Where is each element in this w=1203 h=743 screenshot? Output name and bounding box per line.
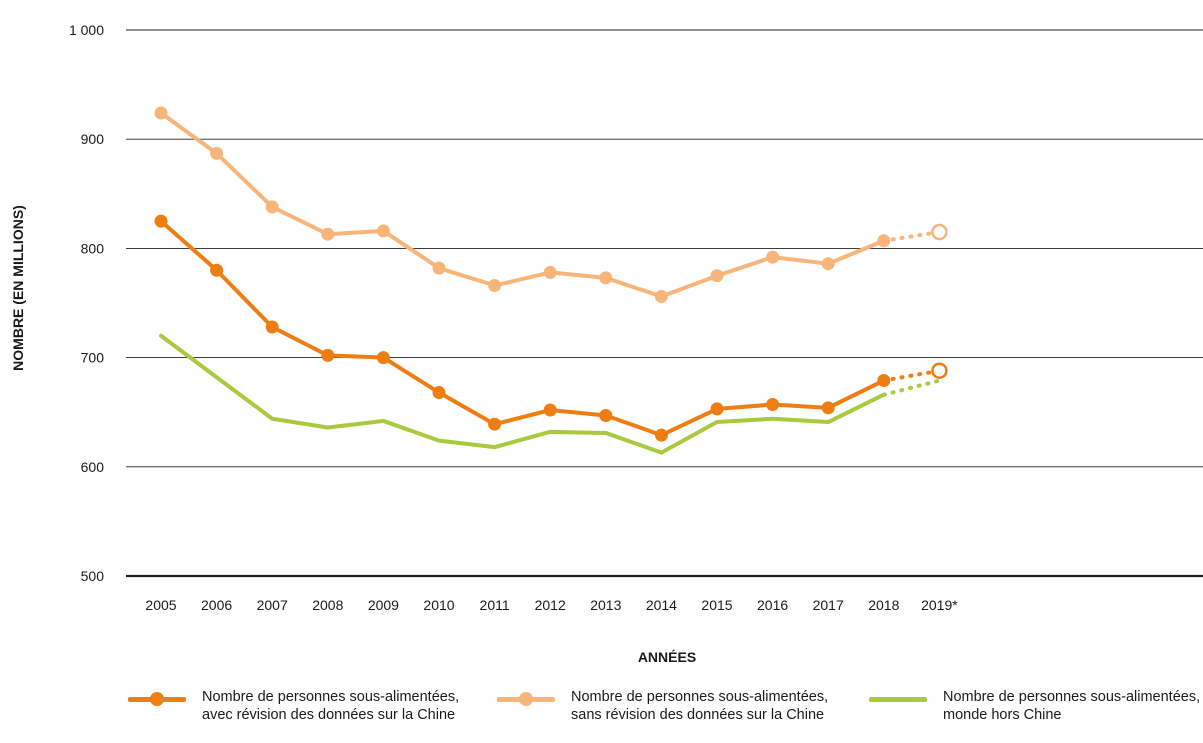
data-point (265, 320, 279, 334)
legend-swatch-hors-chine (869, 689, 927, 709)
data-point (821, 257, 835, 271)
data-point (654, 289, 668, 303)
legend-label-hors-chine: Nombre de personnes sous-alimentées, mon… (943, 688, 1200, 724)
x-tick-label: 2007 (257, 597, 288, 613)
y-tick-label: 500 (81, 568, 105, 584)
data-point (599, 271, 613, 285)
data-point (376, 224, 390, 238)
y-tick-label: 700 (81, 350, 105, 366)
legend-swatch-sans-revision (497, 689, 555, 709)
legend-item-avec-revision: Nombre de personnes sous-alimentées, ave… (128, 688, 459, 724)
x-tick-label: 2018 (868, 597, 899, 613)
data-point (543, 265, 557, 279)
legend-item-hors-chine: Nombre de personnes sous-alimentées, mon… (869, 688, 1200, 724)
x-tick-label: 2016 (757, 597, 788, 613)
data-point (321, 227, 335, 241)
data-point (710, 402, 724, 416)
x-tick-label: 2006 (201, 597, 232, 613)
projection-line (881, 378, 942, 397)
x-tick-label: 2015 (701, 597, 732, 613)
series-line (159, 110, 886, 299)
legend-label-line-2: sans révision des données sur la Chine (571, 707, 825, 723)
x-tick-label: 2013 (590, 597, 621, 613)
legend-label-line-2: monde hors Chine (943, 707, 1062, 723)
x-tick-label: 2010 (423, 597, 454, 613)
data-point (488, 279, 502, 293)
data-point (877, 234, 891, 248)
projected-data-point (931, 223, 948, 241)
data-point (432, 386, 446, 400)
series-line (159, 333, 886, 455)
data-point (210, 263, 224, 277)
x-tick-labels: 2005 2006 2007 2008 2009 2010 2011 2012 2013 2014… (145, 597, 958, 613)
x-tick-label: 2019* (921, 597, 958, 613)
data-point (376, 351, 390, 365)
data-point (766, 250, 780, 264)
legend-item-sans-revision: Nombre de personnes sous-alimentées, san… (497, 688, 828, 724)
data-point (488, 417, 502, 431)
legend-label-line-1: Nombre de personnes sous-alimentées, (943, 689, 1201, 705)
series-group (154, 106, 948, 455)
legend-label-sans-revision: Nombre de personnes sous-alimentées, san… (571, 688, 828, 724)
y-tick-labels: 500 600 700 800 900 1 000 (69, 22, 104, 584)
legend-label-line-1: Nombre de personnes sous-alimentées, (571, 689, 829, 705)
legend-swatch-avec-revision (128, 689, 186, 709)
series-line (159, 219, 886, 438)
x-tick-label: 2008 (312, 597, 343, 613)
projection-line (881, 368, 942, 383)
legend-label-line-2: avec révision des données sur la Chine (202, 707, 456, 723)
gridlines (126, 29, 1203, 578)
data-point (877, 374, 891, 388)
legend: Nombre de personnes sous-alimentées, ave… (0, 688, 1203, 743)
series-2 (154, 214, 948, 442)
x-tick-label: 2017 (813, 597, 844, 613)
legend-label-line-1: Nombre de personnes sous-alimentées, (202, 689, 460, 705)
data-point (654, 428, 668, 442)
y-axis-title: NOMBRE (EN MILLIONS) (10, 205, 26, 371)
x-axis-title: ANNÉES (638, 649, 696, 665)
data-point (599, 408, 613, 422)
data-point (265, 200, 279, 214)
data-point (766, 398, 780, 412)
data-point (710, 269, 724, 283)
projected-data-point (931, 362, 948, 379)
x-tick-label: 2012 (535, 597, 566, 613)
series-3 (159, 333, 942, 455)
x-tick-label: 2014 (646, 597, 677, 613)
y-tick-label: 900 (81, 131, 105, 147)
x-tick-label: 2009 (368, 597, 399, 613)
data-point (321, 348, 335, 362)
series-1 (154, 106, 948, 303)
data-point (210, 146, 224, 160)
y-tick-label: 800 (81, 240, 105, 256)
y-tick-label: 600 (81, 459, 105, 475)
data-point (821, 401, 835, 415)
data-point (543, 403, 557, 417)
data-point (154, 106, 168, 120)
data-point (432, 261, 446, 275)
y-tick-label: 1 000 (69, 22, 104, 38)
legend-label-avec-revision: Nombre de personnes sous-alimentées, ave… (202, 688, 459, 724)
x-tick-label: 2011 (480, 597, 510, 613)
x-tick-label: 2005 (145, 597, 176, 613)
data-point (154, 214, 168, 228)
projection-line (881, 230, 942, 243)
